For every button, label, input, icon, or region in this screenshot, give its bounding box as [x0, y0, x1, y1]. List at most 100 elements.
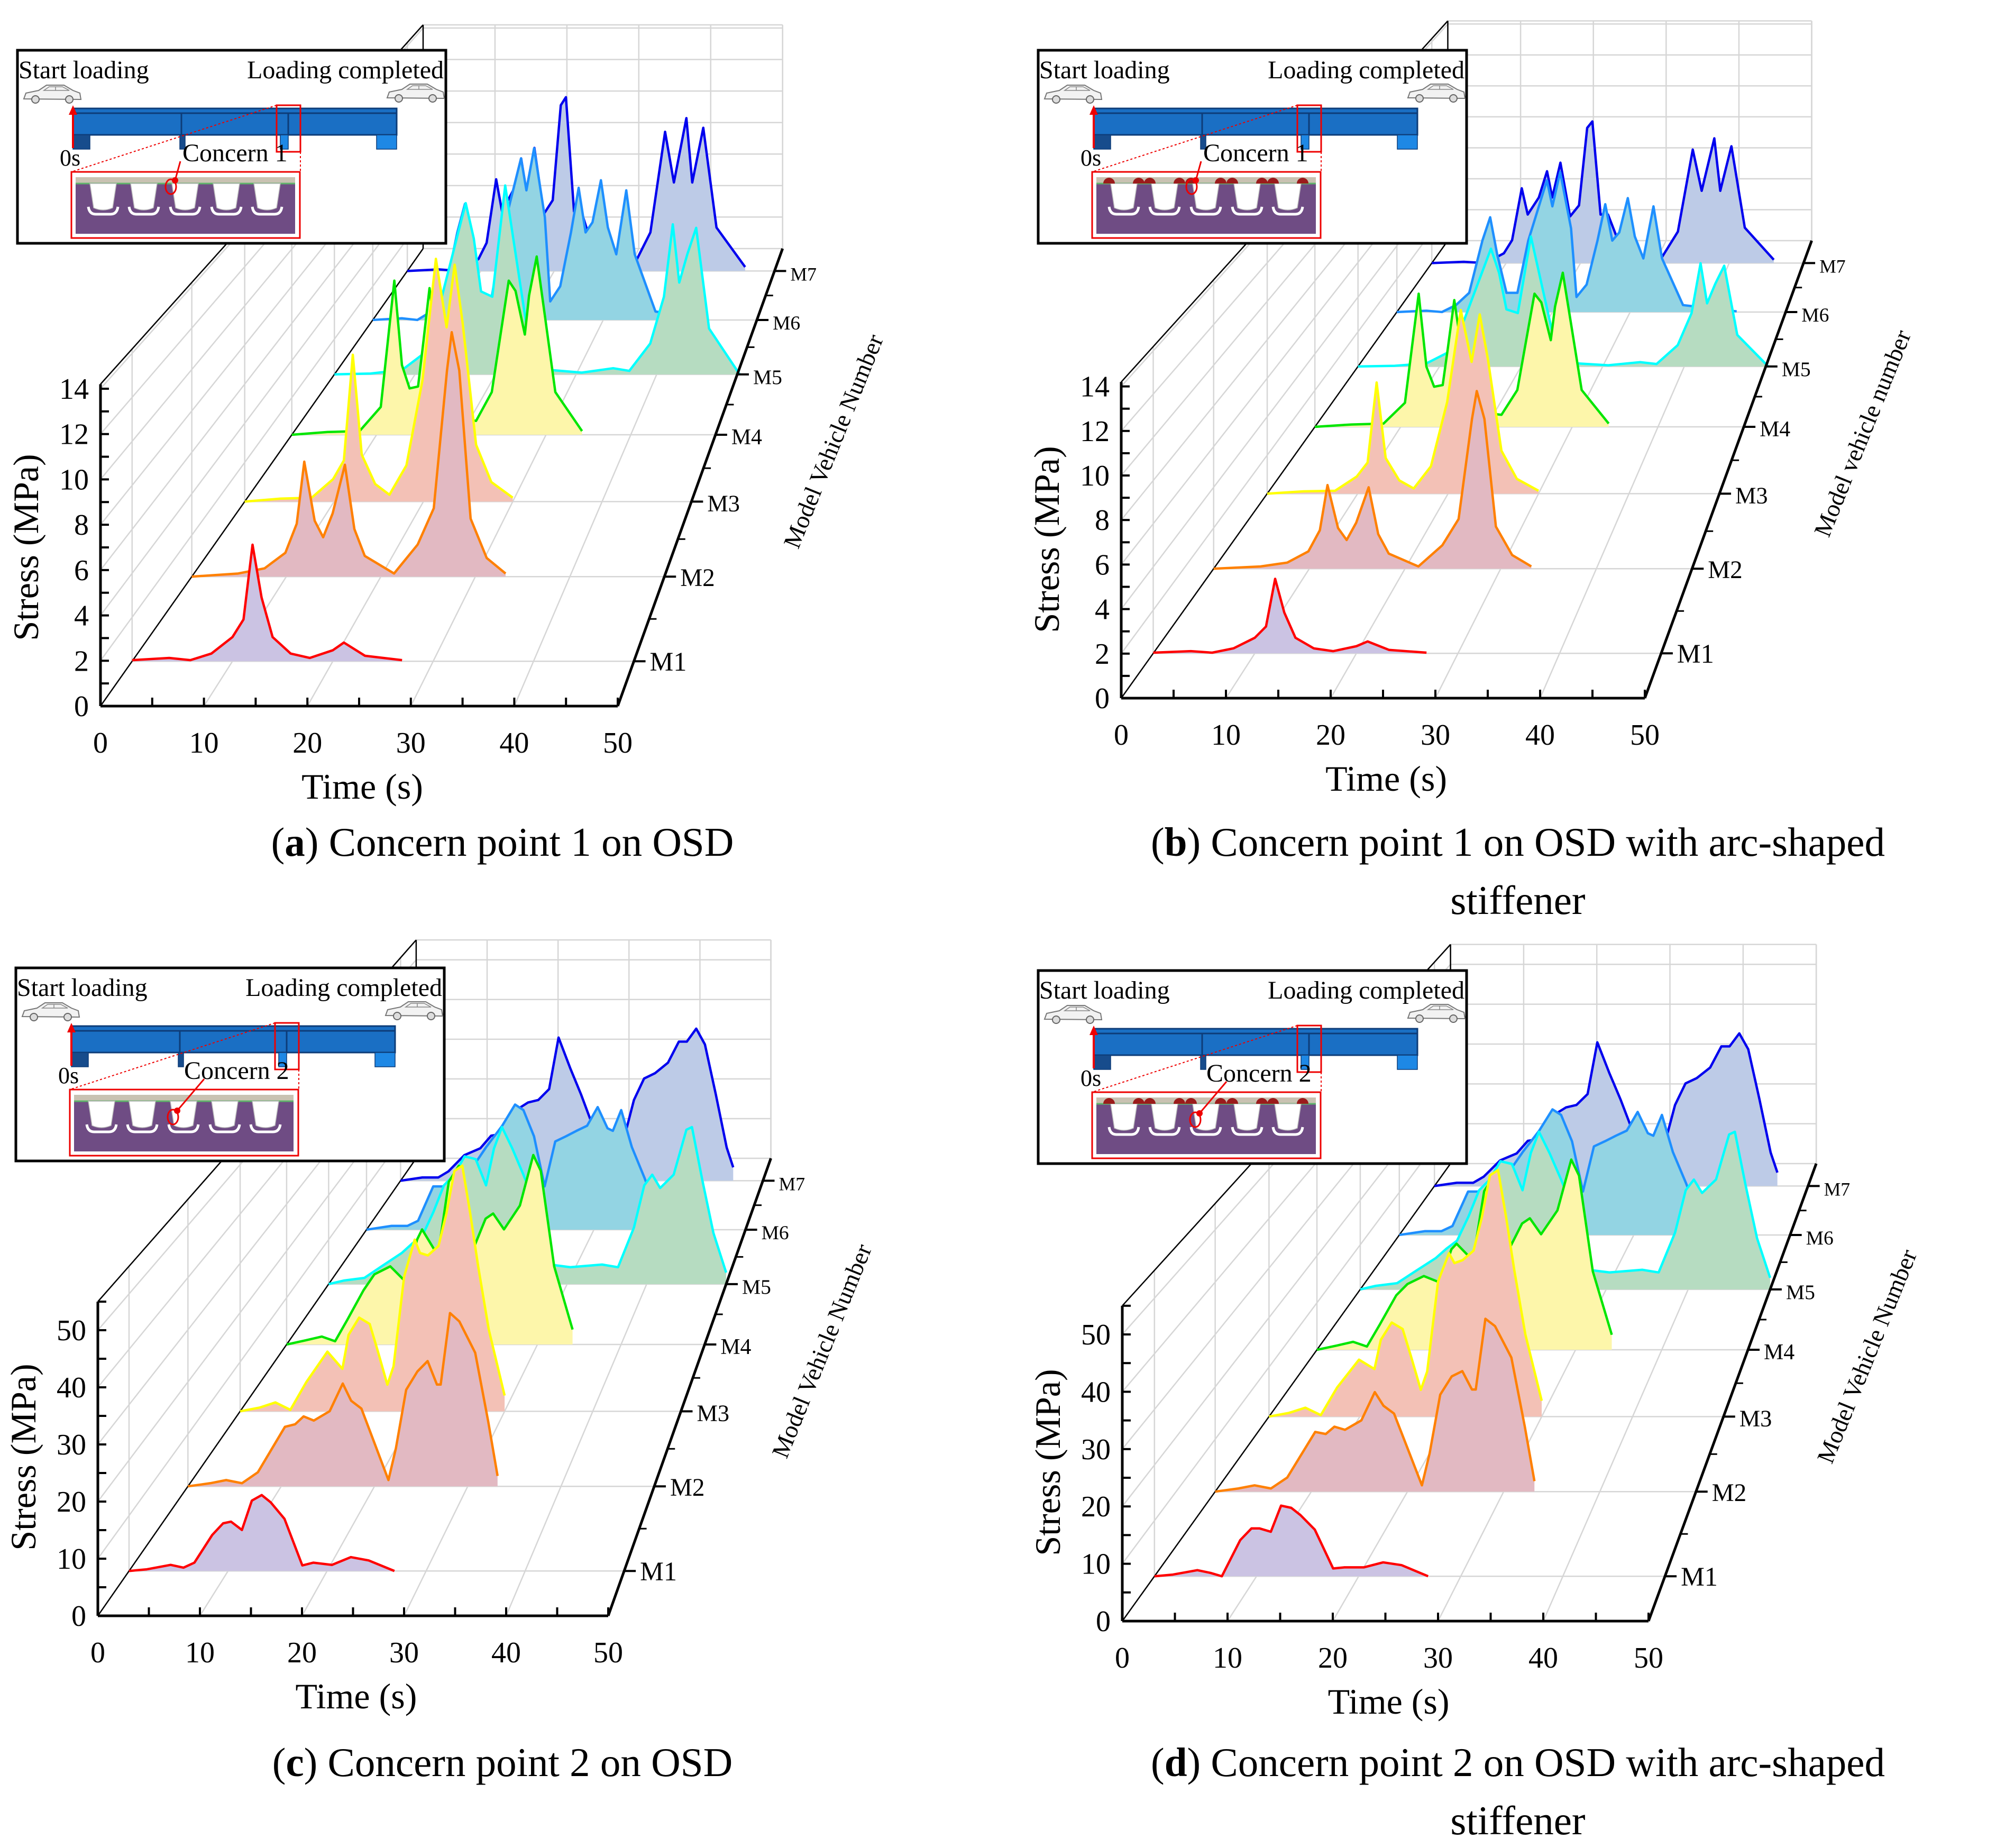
z-axis-title: Model Vehicle Number	[766, 1240, 877, 1462]
x-tick-label: 10	[1213, 1642, 1242, 1675]
side-wall-gridline	[99, 216, 424, 662]
series-area-M7	[400, 1028, 734, 1181]
bridge-support	[179, 134, 186, 150]
car-end-icon	[1407, 1004, 1466, 1023]
arc-stiffener	[1174, 1098, 1185, 1104]
z-tick-label: M4	[1760, 417, 1790, 442]
y-tick-label: 6	[74, 554, 89, 587]
x-tick-label: 20	[287, 1636, 317, 1669]
caption-paren: )	[1187, 1740, 1211, 1785]
side-wall-gridline	[1121, 178, 1449, 610]
x-tick-label: 0	[1115, 1642, 1130, 1675]
cutout	[127, 206, 160, 216]
x-tick-label: 0	[1114, 719, 1129, 752]
x-tick-label: 10	[189, 727, 219, 760]
panel-d: 0 10 20 30 40 50 0 10 20 30 40 50 M1 M2 M3 M4 M5 M6 M7 Time…	[1028, 944, 1922, 1843]
arc-stiffener	[1226, 178, 1238, 184]
y-tick-label: 50	[1081, 1319, 1111, 1351]
z-axis	[1647, 1163, 1818, 1622]
zoom-guide-line	[1092, 105, 1298, 172]
series-area-M3	[240, 1165, 505, 1412]
y-axis-title: Stress (MPa)	[1028, 1369, 1068, 1556]
caption-text: Concern point 1 on OSD	[329, 819, 734, 865]
series-area-M1	[132, 544, 402, 662]
side-wall-edge	[97, 1158, 417, 1616]
bridge-support	[1093, 1055, 1111, 1070]
cutout	[1271, 1127, 1304, 1136]
z-tick-label: M3	[707, 490, 740, 516]
x-tick-label: 30	[396, 727, 426, 760]
caption-text: Concern point 2 on OSD with arc-shaped	[1211, 1740, 1885, 1785]
y-tick-label: 14	[59, 373, 89, 406]
x-tick-label: 20	[292, 727, 322, 760]
x-tick-label: 20	[1316, 719, 1345, 752]
series-line-M7	[1432, 120, 1775, 264]
bridge-support	[280, 134, 289, 150]
y-tick-label: 10	[1081, 1548, 1111, 1581]
inset-diagram: Start loading Loading completed 0s Concern …	[1037, 49, 1468, 245]
inset-diagram: Start loading Loading completed 0s Concern …	[1037, 969, 1468, 1165]
cutout	[1231, 206, 1263, 216]
panel-caption: (c) Concern point 2 on OSD	[272, 1740, 733, 1785]
series-line-M3	[1268, 1168, 1543, 1418]
series-area-M1	[1154, 1505, 1429, 1577]
series-line-M6	[366, 1103, 677, 1231]
inset-diagram: Start loading Loading completed 0s Concern …	[14, 966, 446, 1163]
caption-letter: d	[1165, 1740, 1187, 1785]
series-line-M2	[188, 1312, 499, 1488]
bridge-support	[1093, 134, 1111, 150]
z-tick-label: M1	[1677, 639, 1714, 669]
series-area-M4	[1317, 1159, 1612, 1350]
loading-completed-label: Loading completed	[1268, 56, 1464, 84]
time-zero-label: 0s	[1081, 1065, 1101, 1091]
u-rib	[1192, 183, 1220, 211]
series-line-M6	[1397, 170, 1737, 314]
series-line-M1	[1154, 1504, 1429, 1578]
concern-pointer-arrow	[176, 1078, 205, 1111]
cutout	[1107, 1127, 1140, 1136]
floor-gridline	[410, 248, 639, 707]
x-tick-label: 40	[499, 727, 529, 760]
y-tick-label: 0	[1095, 682, 1110, 715]
arc-stiffener	[1256, 1098, 1268, 1104]
concern-region-box	[274, 1022, 300, 1071]
loading-completed-label: Loading completed	[245, 974, 442, 1002]
y-tick-label: 10	[57, 1543, 86, 1576]
series-line-M3	[244, 258, 514, 503]
y-tick-label: 20	[57, 1486, 86, 1518]
start-loading-label: Start loading	[19, 56, 149, 84]
caption-text: Concern point 1 on OSD with arc-shaped	[1211, 819, 1885, 865]
cutout	[1189, 206, 1222, 216]
series-area-M1	[129, 1495, 395, 1571]
x-tick-label: 10	[1211, 719, 1241, 752]
z-axis-title: Model vehicle number	[1809, 326, 1916, 541]
zoom-guide-line	[71, 105, 277, 172]
y-tick-label: 10	[59, 463, 89, 496]
series-line-M6	[1399, 1108, 1719, 1237]
u-rib	[89, 183, 117, 211]
caption-paren: )	[305, 819, 329, 865]
arc-stiffener	[1267, 1098, 1279, 1104]
z-tick-label: M5	[742, 1275, 771, 1298]
series-line-M7	[407, 96, 746, 272]
series-line-M3	[240, 1164, 506, 1413]
bridge-support	[1200, 134, 1206, 150]
caption-paren: (	[1151, 1740, 1165, 1785]
arrowhead-icon	[69, 105, 77, 115]
u-rib	[213, 183, 240, 211]
y-tick-label: 14	[1080, 371, 1110, 404]
time-zero-label: 0s	[58, 1063, 79, 1088]
arc-stiffener	[1215, 1098, 1226, 1104]
y-tick-label: 12	[1080, 415, 1110, 448]
deck-plate-section	[76, 177, 295, 184]
series-line-M2	[1213, 390, 1532, 570]
z-tick-label: M2	[1708, 556, 1742, 584]
loading-completed-label: Loading completed	[1268, 976, 1464, 1004]
concern-label: Concern 1	[182, 139, 288, 167]
cutout	[167, 1124, 200, 1133]
x-tick-label: 0	[93, 727, 108, 760]
y-tick-label: 10	[1080, 460, 1110, 492]
cutout	[1189, 1127, 1222, 1136]
concern-region-box	[1296, 104, 1322, 153]
